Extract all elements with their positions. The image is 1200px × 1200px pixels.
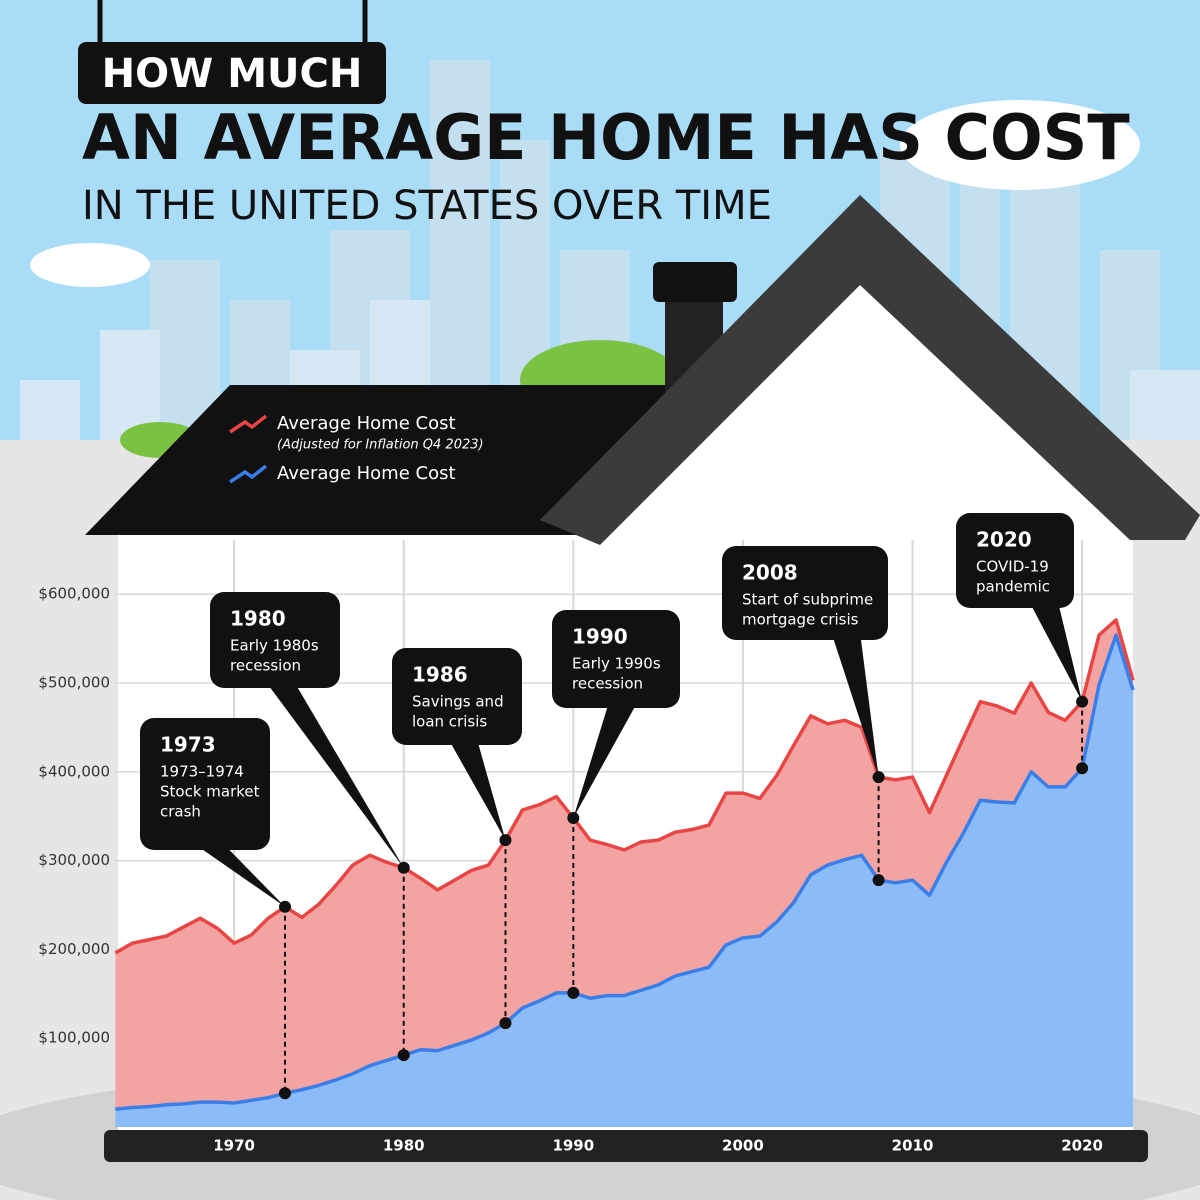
- event-dot: [279, 900, 291, 913]
- legend-swatch: [229, 414, 268, 434]
- cloud: [30, 243, 150, 287]
- legend-label: Average Home Cost: [277, 463, 456, 484]
- callout-box: [722, 546, 888, 640]
- callout-year: 2020: [976, 528, 1032, 552]
- title-sign: [78, 42, 386, 104]
- event-dot: [397, 1049, 410, 1062]
- callout-text: loan crisis: [412, 713, 487, 731]
- event-dot: [279, 1087, 291, 1100]
- callout-pointer: [1030, 604, 1083, 702]
- title-line2: AN AVERAGE HOME HAS COST: [82, 101, 1130, 174]
- callout-box: [552, 610, 680, 708]
- x-axis-bar: [104, 1130, 1148, 1162]
- x-tick-label: 1990: [552, 1137, 594, 1155]
- callout-box: [392, 648, 522, 745]
- callout-pointer: [832, 636, 879, 778]
- callout-box: [140, 718, 270, 850]
- event-dot: [1076, 695, 1089, 708]
- callout-text: Early 1990s: [572, 655, 661, 673]
- legend-note: (Adjusted for Inflation Q4 2023): [277, 438, 484, 453]
- callout-box: [210, 592, 340, 688]
- callout-pointer: [267, 684, 404, 868]
- callout-text: pandemic: [976, 578, 1050, 596]
- x-tick-label: 1970: [213, 1137, 255, 1155]
- event-dot: [567, 811, 580, 824]
- callout-year: 2008: [742, 561, 798, 585]
- x-tick-label: 2020: [1061, 1137, 1103, 1155]
- event-dot: [872, 771, 885, 784]
- y-tick-label: $400,000: [38, 762, 110, 780]
- y-tick-label: $100,000: [38, 1029, 110, 1047]
- title: HOW MUCH: [102, 51, 363, 97]
- legend-swatch: [229, 464, 268, 484]
- y-tick-label: $500,000: [38, 674, 110, 692]
- left-roof: [85, 385, 680, 535]
- callout-year: 1980: [230, 607, 286, 631]
- callout-text: Savings and: [412, 693, 504, 711]
- callout-text: COVID-19: [976, 558, 1049, 576]
- x-tick-label: 2010: [892, 1137, 934, 1155]
- x-tick-label: 2000: [722, 1137, 764, 1155]
- callout-text: recession: [230, 657, 301, 675]
- gable-roof: [540, 195, 1200, 545]
- callout-text: Stock market: [160, 783, 260, 801]
- callout-text: Early 1980s: [230, 637, 319, 655]
- callout-year: 1986: [412, 663, 468, 687]
- callout-year: 1973: [160, 733, 216, 757]
- event-dot: [1076, 762, 1089, 775]
- callout-pointer: [197, 846, 285, 907]
- legend-label: Average Home Cost: [277, 413, 456, 434]
- callout-box: [956, 513, 1074, 608]
- callout-text: crash: [160, 803, 201, 821]
- y-tick-label: $300,000: [38, 851, 110, 869]
- x-tick-label: 1980: [383, 1137, 425, 1155]
- callout-text: recession: [572, 675, 643, 693]
- event-dot: [499, 834, 512, 847]
- cloud: [900, 100, 1140, 190]
- callout-text: mortgage crisis: [742, 611, 859, 629]
- y-tick-label: $600,000: [38, 585, 110, 603]
- subtitle: IN THE UNITED STATES OVER TIME: [82, 183, 772, 229]
- event-dot: [397, 861, 410, 874]
- area: [115, 635, 1133, 1127]
- callout-pointer: [449, 741, 506, 841]
- callout-year: 1990: [572, 625, 628, 649]
- event-dot: [872, 874, 885, 887]
- y-tick-label: $200,000: [38, 940, 110, 958]
- callout-pointer: [573, 704, 637, 818]
- chimney-cap: [653, 262, 737, 302]
- event-dot: [499, 1017, 512, 1030]
- callout-text: 1973–1974: [160, 763, 244, 781]
- callout-text: Start of subprime: [742, 591, 873, 609]
- event-dot: [567, 986, 580, 999]
